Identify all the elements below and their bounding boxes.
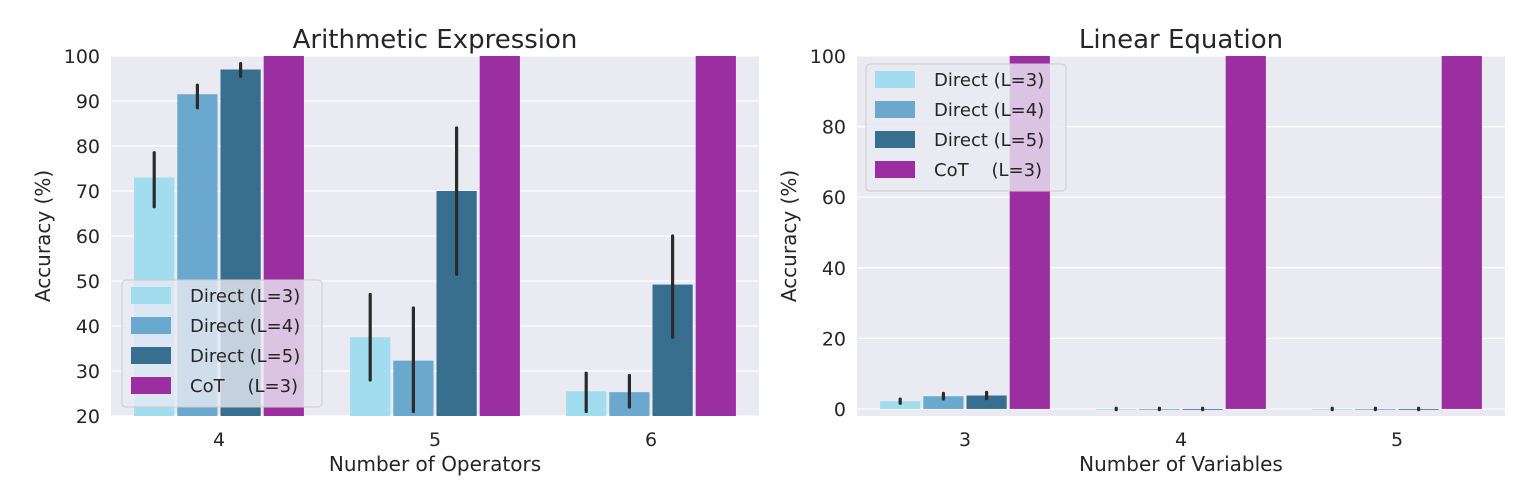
chart-title: Linear Equation bbox=[1079, 25, 1283, 55]
y-tick-label: 80 bbox=[76, 136, 100, 158]
legend-label: CoT (L=3) bbox=[934, 160, 1042, 181]
y-tick-label: 90 bbox=[76, 91, 100, 113]
bar-cot-l-3--cat-5 bbox=[1441, 56, 1482, 409]
y-axis-label: Accuracy (%) bbox=[777, 170, 801, 302]
legend: Direct (L=3) Direct (L=4) Direct (L=5) C… bbox=[121, 279, 323, 408]
x-tick-label: 5 bbox=[429, 429, 441, 451]
x-axis-label: Number of Variables bbox=[1079, 452, 1283, 476]
legend-item-direct-l3: Direct (L=3) bbox=[131, 286, 300, 307]
bar-direct-l-5--cat-3 bbox=[966, 395, 1007, 409]
legend: Direct (L=3) Direct (L=4) Direct (L=5) C… bbox=[865, 63, 1067, 192]
bar-direct-l-4--cat-3 bbox=[923, 396, 964, 409]
x-tick-labels: 4 5 6 bbox=[213, 429, 657, 451]
y-tick-label: 60 bbox=[822, 187, 846, 209]
chart-title: Arithmetic Expression bbox=[293, 25, 578, 55]
legend-item-direct-l4: Direct (L=4) bbox=[131, 316, 300, 337]
legend-item-direct-l5: Direct (L=5) bbox=[131, 346, 300, 367]
legend-label: Direct (L=4) bbox=[934, 100, 1044, 121]
y-axis-label: Accuracy (%) bbox=[31, 170, 55, 302]
y-tick-labels: 0 20 40 60 80 100 bbox=[810, 46, 846, 421]
x-tick-labels: 3 4 5 bbox=[959, 429, 1403, 451]
bar-direct-l-3--cat-3 bbox=[880, 401, 921, 409]
gridlines bbox=[857, 55, 1505, 410]
bar-cot-l-3--cat-6 bbox=[695, 56, 736, 416]
bar-cot-l-3--cat-5 bbox=[479, 56, 520, 416]
legend-label: Direct (L=5) bbox=[190, 346, 300, 367]
legend-item-cot-l3: CoT (L=3) bbox=[131, 376, 298, 397]
legend-item-direct-l3: Direct (L=3) bbox=[875, 70, 1044, 91]
legend-label: Direct (L=3) bbox=[190, 286, 300, 307]
legend-swatch bbox=[131, 317, 171, 334]
error-bars bbox=[152, 62, 675, 414]
legend-item-cot-l3: CoT (L=3) bbox=[875, 160, 1042, 181]
bar-cot-l-3--cat-4 bbox=[1225, 56, 1266, 409]
y-tick-label: 20 bbox=[822, 328, 846, 350]
y-tick-labels: 20 30 40 50 60 70 80 90 100 bbox=[64, 46, 100, 428]
legend-item-direct-l5: Direct (L=5) bbox=[875, 130, 1044, 151]
y-tick-label: 80 bbox=[822, 117, 846, 139]
error-bars bbox=[898, 390, 1421, 412]
legend-swatch bbox=[875, 131, 915, 148]
legend-label: Direct (L=5) bbox=[934, 130, 1044, 151]
y-tick-label: 100 bbox=[64, 46, 100, 68]
legend-swatch bbox=[875, 101, 915, 118]
x-axis-label: Number of Operators bbox=[329, 452, 541, 476]
legend-swatch bbox=[131, 287, 171, 304]
x-tick-label: 4 bbox=[1175, 429, 1187, 451]
x-tick-label: 3 bbox=[959, 429, 971, 451]
legend-swatch bbox=[131, 347, 171, 364]
x-tick-label: 6 bbox=[645, 429, 657, 451]
legend-box bbox=[865, 63, 1067, 192]
y-tick-label: 0 bbox=[834, 399, 846, 421]
legend-swatch bbox=[131, 377, 171, 394]
legend-swatch bbox=[875, 71, 915, 88]
y-tick-label: 50 bbox=[76, 271, 100, 293]
y-tick-label: 60 bbox=[76, 226, 100, 248]
legend-swatch bbox=[875, 161, 915, 178]
legend-label: Direct (L=4) bbox=[190, 316, 300, 337]
panel-linear-equation: 0 20 40 60 80 100 3 4 5 Linear Equation Number … bbox=[777, 25, 1505, 476]
legend-label: Direct (L=3) bbox=[934, 70, 1044, 91]
panel-arithmetic-expression: 20 30 40 50 60 70 80 90 100 4 5 6 Arithmetic Expre… bbox=[31, 25, 759, 476]
legend-box bbox=[121, 279, 323, 408]
x-tick-label: 4 bbox=[213, 429, 225, 451]
y-tick-label: 100 bbox=[810, 46, 846, 68]
legend-item-direct-l4: Direct (L=4) bbox=[875, 100, 1044, 121]
y-tick-label: 70 bbox=[76, 181, 100, 203]
legend-label: CoT (L=3) bbox=[190, 376, 298, 397]
x-tick-label: 5 bbox=[1391, 429, 1403, 451]
y-tick-label: 40 bbox=[822, 258, 846, 280]
y-tick-label: 20 bbox=[76, 406, 100, 428]
y-tick-label: 30 bbox=[76, 361, 100, 383]
y-tick-label: 40 bbox=[76, 316, 100, 338]
